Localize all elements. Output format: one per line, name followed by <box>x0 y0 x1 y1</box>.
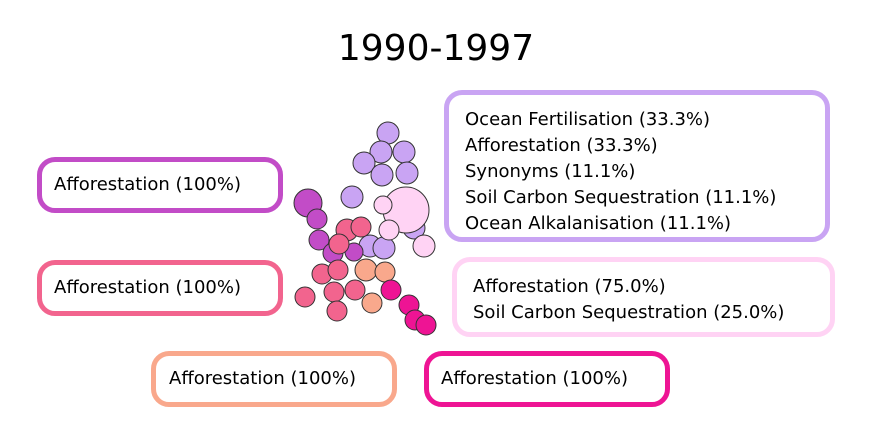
bubble-c1-4 <box>370 163 394 187</box>
bubble-c4-23 <box>327 259 349 281</box>
cluster-3-line-1: Afforestation (75.0%) <box>473 276 666 297</box>
cluster-label-box-1: Ocean Fertilisation (33.3%) Afforestatio… <box>444 90 830 242</box>
cluster-label-box-2: Afforestation (100%) <box>37 157 283 213</box>
bubble-c1-2 <box>392 140 416 164</box>
bubble-c3-11 <box>373 195 393 215</box>
bubble-c1-6 <box>340 185 364 209</box>
bubble-c1-5 <box>395 161 419 185</box>
bubble-c1-3 <box>352 151 376 175</box>
bubble-c3-13 <box>378 219 400 241</box>
bubble-c5-29 <box>374 261 396 283</box>
bubble-c2-16 <box>308 229 330 251</box>
bubble-c6-34 <box>415 314 437 336</box>
bubble-c4-21 <box>350 216 372 238</box>
bubble-c4-25 <box>323 281 345 303</box>
cluster-1-line-2: Afforestation (33.3%) <box>465 135 658 156</box>
cluster-5-line-1: Afforestation (100%) <box>169 368 356 389</box>
bubble-c3-12 <box>412 234 436 258</box>
cluster-label-box-3: Afforestation (75.0%) Soil Carbon Seques… <box>452 257 835 337</box>
bubble-c4-26 <box>344 279 366 301</box>
cluster-1-line-3: Synonyms (11.1%) <box>465 161 636 182</box>
cluster-6-line-1: Afforestation (100%) <box>441 368 628 389</box>
cluster-1-line-1: Ocean Fertilisation (33.3%) <box>465 109 711 130</box>
cluster-3-line-2: Soil Carbon Sequestration (25.0%) <box>473 302 785 323</box>
bubble-c4-20 <box>328 233 350 255</box>
bubble-c4-24 <box>294 286 316 308</box>
bubble-c5-30 <box>361 292 383 314</box>
cluster-2-line-1: Afforestation (100%) <box>54 174 241 195</box>
cluster-1-line-4: Soil Carbon Sequestration (11.1%) <box>465 187 777 208</box>
bubble-c4-27 <box>326 300 348 322</box>
bubble-c2-15 <box>306 208 328 230</box>
bubble-c5-28 <box>354 258 378 282</box>
cluster-4-line-1: Afforestation (100%) <box>54 277 241 298</box>
bubble-c1-9 <box>372 236 396 260</box>
bubble-c6-31 <box>380 279 402 301</box>
cluster-label-box-4: Afforestation (100%) <box>37 260 283 316</box>
cluster-label-box-6: Afforestation (100%) <box>424 351 670 407</box>
chart-title: 1990-1997 <box>337 28 535 69</box>
cluster-label-box-5: Afforestation (100%) <box>151 351 397 407</box>
cluster-1-line-5: Ocean Alkalanisation (11.1%) <box>465 213 732 234</box>
bubble-c1-1 <box>369 140 393 164</box>
